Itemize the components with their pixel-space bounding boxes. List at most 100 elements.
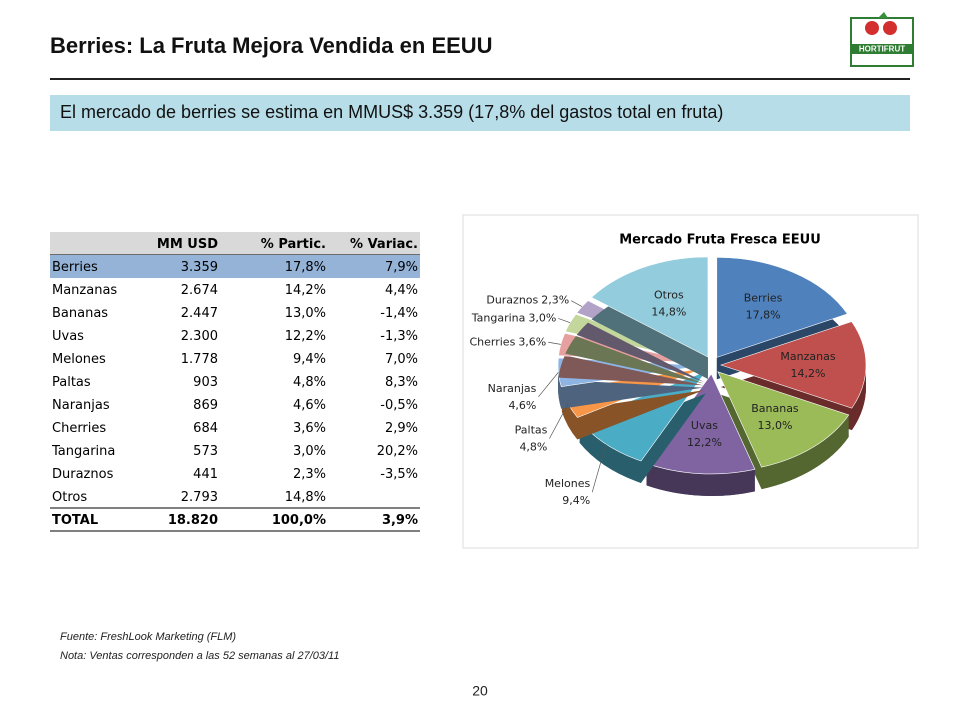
slice <box>717 371 850 490</box>
chart-title: Mercado Fruta Fresca EEUU <box>619 233 821 248</box>
slice-side <box>646 463 755 496</box>
cell: -3,5% <box>380 467 418 482</box>
cell: 2.300 <box>181 329 218 344</box>
cell: 17,8% <box>285 260 326 275</box>
cell: 2.793 <box>181 490 218 505</box>
cell: 4,8% <box>293 375 326 390</box>
cell: 2.447 <box>181 306 218 321</box>
source: Fuente: FreshLook Marketing (FLM) <box>60 631 236 643</box>
leader-line <box>591 443 607 493</box>
cell: -1,3% <box>380 329 418 344</box>
cell: 869 <box>193 398 218 413</box>
cell: 20,2% <box>377 444 418 459</box>
slice-name: Manzanas <box>780 350 835 363</box>
slice-label: 4,6% <box>508 399 536 412</box>
row-label: Cherries <box>52 421 106 436</box>
cell: 2,3% <box>293 467 326 482</box>
leader-line <box>548 341 561 345</box>
cell: 7,0% <box>385 352 418 367</box>
row-label: Uvas <box>52 329 84 344</box>
cell: 441 <box>193 467 218 482</box>
slice-label-line: Cherries 3,6% <box>469 335 546 348</box>
banner-text: El mercado de berries se estima en MMUS$… <box>60 102 723 122</box>
slide-title: Berries: La Fruta Mejora Vendida en EEUU <box>50 33 493 58</box>
row-label: Otros <box>52 490 87 505</box>
slice-label: 2,3% <box>541 294 569 307</box>
slice-name: Duraznos <box>486 294 538 307</box>
slice-side <box>761 414 849 490</box>
row-label: Manzanas <box>52 283 117 298</box>
row-label: Duraznos <box>52 467 114 482</box>
cell: 573 <box>193 444 218 459</box>
slice-label: 14,2% <box>791 367 826 380</box>
page-number: 20 <box>472 683 488 699</box>
slice-name: Tangarina <box>471 311 526 324</box>
table: MM USD % Partic. % Variac. Berries 3.359 17,8… <box>50 232 420 532</box>
total-cell: 100,0% <box>272 513 326 528</box>
leader-line <box>558 318 571 324</box>
slice <box>590 256 709 379</box>
leader-line <box>538 372 559 398</box>
row-label: Tangarina <box>51 444 115 459</box>
slice-name: Paltas <box>515 424 548 437</box>
slice-name: Berries <box>744 292 783 305</box>
cell: 684 <box>193 421 218 436</box>
slice <box>716 257 848 380</box>
slice-top <box>590 256 709 358</box>
cell: 14,2% <box>285 283 326 298</box>
cell: 7,9% <box>385 260 418 275</box>
logo: HORTIFRUT <box>850 12 914 67</box>
slice-label: 3,6% <box>518 335 546 348</box>
cell: 903 <box>193 375 218 390</box>
slice <box>579 370 707 483</box>
slice-top <box>720 321 867 409</box>
row-label: Paltas <box>52 375 91 390</box>
logo-leaf <box>878 12 888 18</box>
slice-name: Naranjas <box>488 382 537 395</box>
cell: 4,6% <box>293 398 326 413</box>
row-label: Bananas <box>52 306 108 321</box>
slice-label-line: Tangarina 3,0% <box>471 311 557 324</box>
slice-label: 3,0% <box>528 311 556 324</box>
header-row-bg <box>50 232 420 255</box>
cell: 3,0% <box>293 444 326 459</box>
slice-label: 12,2% <box>687 436 722 449</box>
leader-line <box>571 300 583 307</box>
total-cell: TOTAL <box>52 513 98 528</box>
pie: Berries 17,8% Manzanas 14,2% Bananas 13,0% Uva… <box>469 256 867 507</box>
slice-base <box>558 379 704 409</box>
slice-name: Melones <box>545 477 591 490</box>
slice-name: Bananas <box>751 402 799 415</box>
cell: 1.778 <box>181 352 218 367</box>
cell: 2,9% <box>385 421 418 436</box>
cell: 4,4% <box>385 283 418 298</box>
slice-top <box>716 257 848 358</box>
banner <box>50 95 910 131</box>
cell: -1,4% <box>380 306 418 321</box>
slice-base <box>565 336 704 384</box>
logo-frame <box>850 17 914 67</box>
column-header: MM USD <box>157 237 218 252</box>
logo-fruit <box>883 21 897 35</box>
slice-label: 13,0% <box>757 419 792 432</box>
note: Nota: Ventas corresponden a las 52 seman… <box>60 650 339 662</box>
slice-base <box>576 322 705 383</box>
row-label: Berries <box>52 260 98 275</box>
slice-base <box>561 390 704 440</box>
slice <box>646 373 756 496</box>
cell: -0,5% <box>380 398 418 413</box>
cell: 13,0% <box>285 306 326 321</box>
slice-name: Cherries <box>469 335 515 348</box>
leader-line <box>549 403 569 439</box>
slice-name: Otros <box>654 288 684 301</box>
cell: 9,4% <box>293 352 326 367</box>
total-cell: 3,9% <box>382 513 418 528</box>
logo-fruit <box>865 21 879 35</box>
slice-label-line: Duraznos 2,3% <box>486 294 569 307</box>
slice-side <box>851 364 866 431</box>
column-header: % Partic. <box>261 237 326 252</box>
highlight-row-bg <box>50 255 420 278</box>
cell: 3,6% <box>293 421 326 436</box>
cell: 14,8% <box>285 490 326 505</box>
